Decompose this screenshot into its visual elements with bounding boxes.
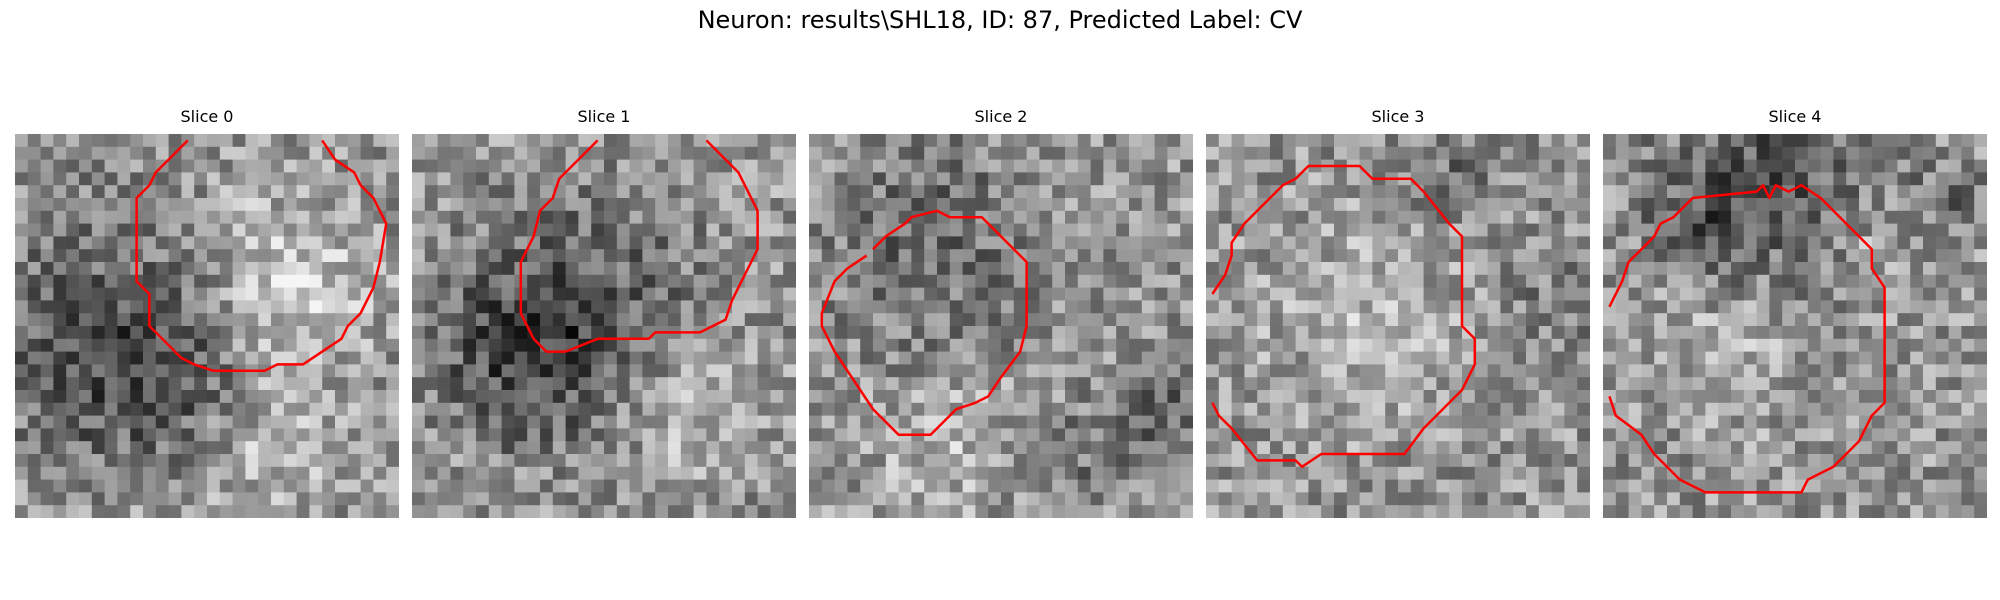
pixel-grid — [809, 134, 1193, 518]
roi-contour — [135, 139, 388, 373]
slice-panel-0: Slice 0 — [15, 107, 399, 518]
pixel-grid — [412, 134, 796, 518]
pixel-grid — [1206, 134, 1590, 518]
slice-panel-1: Slice 1 — [412, 107, 796, 518]
slice-title: Slice 3 — [1371, 107, 1425, 126]
slice-image — [809, 134, 1193, 518]
slice-image — [15, 134, 399, 518]
slice-title: Slice 2 — [974, 107, 1028, 126]
slice-title: Slice 4 — [1768, 107, 1822, 126]
pixel-grid — [15, 134, 399, 518]
roi-contour — [1608, 183, 1886, 494]
slice-panel-2: Slice 2 — [809, 107, 1193, 518]
roi-contour — [820, 209, 1028, 437]
slice-panel-3: Slice 3 — [1206, 107, 1590, 518]
pixel-grid — [1603, 134, 1987, 518]
slice-image — [1206, 134, 1590, 518]
slice-title: Slice 1 — [577, 107, 631, 126]
slice-image — [1603, 134, 1987, 518]
slice-panel-4: Slice 4 — [1603, 107, 1987, 518]
slice-image — [412, 134, 796, 518]
roi-contour — [519, 139, 759, 353]
roi-contour — [1211, 164, 1477, 469]
figure-title: Neuron: results\SHL18, ID: 87, Predicted… — [697, 6, 1303, 34]
slice-title: Slice 0 — [180, 107, 234, 126]
